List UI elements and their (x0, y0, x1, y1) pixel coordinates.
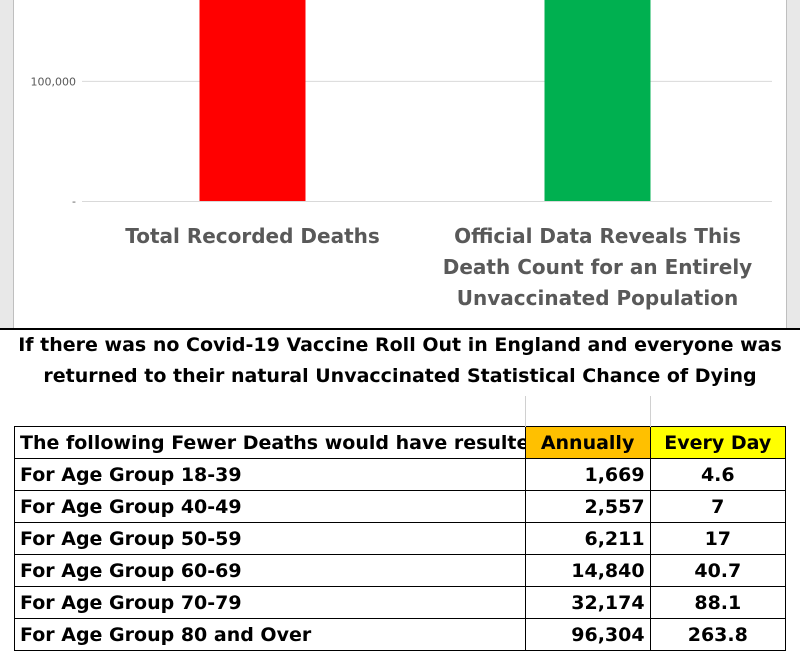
table-row: For Age Group 60-69 14,840 40.7 (14, 554, 787, 587)
heading-line-1: If there was no Covid-19 Vaccine Roll Ou… (18, 334, 782, 356)
age-group-cell: For Age Group 70-79 (14, 586, 526, 619)
annually-cell: 1,669 (524, 458, 651, 491)
age-group-cell: For Age Group 18-39 (14, 458, 526, 491)
header-label-cell: The following Fewer Deaths would have re… (14, 426, 526, 459)
table-spacer-row (14, 396, 786, 427)
every-day-cell: 40.7 (649, 554, 787, 587)
every-day-cell: 7 (649, 490, 787, 523)
annually-cell: 14,840 (524, 554, 651, 587)
table-row: For Age Group 40-49 2,557 7 (14, 490, 787, 523)
y-tick-label: - (72, 195, 76, 208)
every-day-cell: 88.1 (649, 586, 787, 619)
x-category-label: Death Count for an Entirely (443, 255, 752, 279)
heading-line-2: returned to their natural Unvaccinated S… (43, 365, 757, 387)
annually-cell: 6,211 (524, 522, 651, 555)
every-day-cell: 17 (649, 522, 787, 555)
spacer-cell (525, 396, 651, 427)
fewer-deaths-table: The following Fewer Deaths would have re… (14, 396, 787, 651)
bar (544, 0, 651, 201)
table-heading: If there was no Covid-19 Vaccine Roll Ou… (14, 330, 786, 396)
age-group-cell: For Age Group 40-49 (14, 490, 526, 523)
header-every-day-cell: Every Day (649, 426, 787, 459)
chart-svg: - 100,000 Total Recorded Deaths Official Da… (31, 0, 772, 310)
section-divider (0, 328, 800, 330)
x-category-label: Total Recorded Deaths (125, 224, 380, 248)
chart-frame-right (786, 0, 800, 328)
table-row: For Age Group 50-59 6,211 17 (14, 522, 787, 555)
every-day-cell: 263.8 (649, 618, 787, 651)
table-row: For Age Group 70-79 32,174 88.1 (14, 586, 787, 619)
table-header-row: The following Fewer Deaths would have re… (14, 426, 787, 459)
x-category-label: Official Data Reveals This (454, 224, 741, 248)
age-group-cell: For Age Group 80 and Over (14, 618, 526, 651)
table-row: For Age Group 80 and Over 96,304 263.8 (14, 618, 787, 651)
age-group-cell: For Age Group 50-59 (14, 522, 526, 555)
bar-chart: - 100,000 Total Recorded Deaths Official Da… (14, 0, 786, 328)
x-category-label: Unvaccinated Population (457, 286, 738, 310)
annually-cell: 32,174 (524, 586, 651, 619)
bar (199, 0, 306, 201)
annually-cell: 96,304 (524, 618, 651, 651)
spacer-cell (650, 396, 785, 427)
header-annually-cell: Annually (524, 426, 651, 459)
chart-frame-left (0, 0, 14, 328)
y-tick-label: 100,000 (31, 75, 77, 88)
annually-cell: 2,557 (524, 490, 651, 523)
every-day-cell: 4.6 (649, 458, 787, 491)
table-row: For Age Group 18-39 1,669 4.6 (14, 458, 787, 491)
age-group-cell: For Age Group 60-69 (14, 554, 526, 587)
spacer-cell (14, 396, 526, 427)
